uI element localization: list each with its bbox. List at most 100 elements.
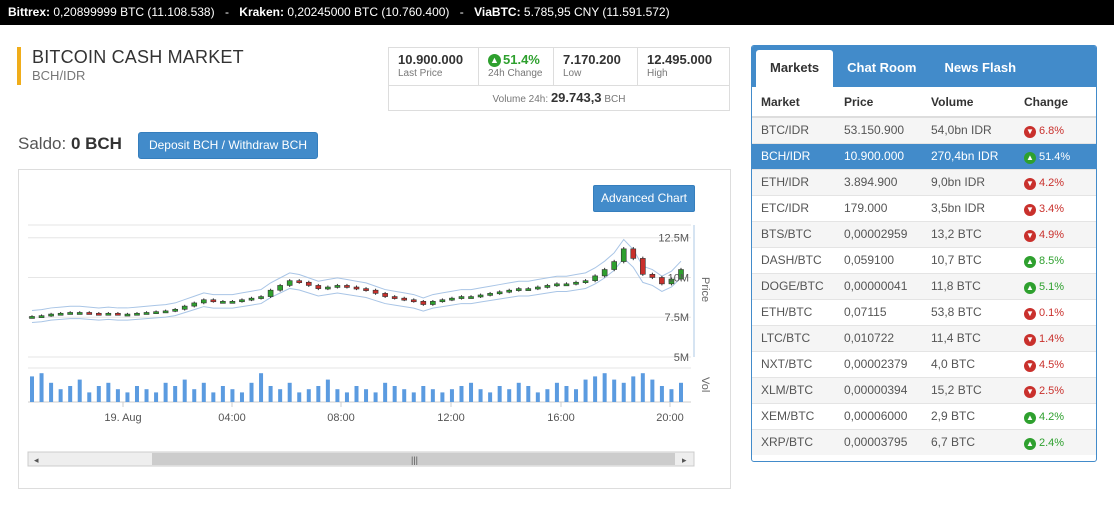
candle bbox=[220, 301, 226, 304]
volume-bar bbox=[201, 382, 206, 402]
tab-news-flash[interactable]: News Flash bbox=[944, 60, 1017, 75]
col-price[interactable]: Price bbox=[835, 88, 922, 118]
deposit-withdraw-button[interactable]: Deposit BCH / Withdraw BCH bbox=[138, 132, 318, 159]
last-price-value: 10.900.000 bbox=[398, 52, 464, 67]
volume-bar bbox=[640, 373, 645, 402]
cell-volume: 15,2 BTC bbox=[922, 376, 1015, 403]
arrow-up-icon: ▲ bbox=[1024, 437, 1036, 450]
table-row[interactable]: ETC/IDR 179.000 3,5bn IDR ▼ 3.4% bbox=[752, 194, 1096, 221]
cell-price: 179.000 bbox=[835, 194, 922, 221]
scroll-left-icon[interactable]: ◂ bbox=[34, 455, 39, 465]
candle bbox=[67, 312, 73, 315]
volume-bar bbox=[469, 382, 474, 402]
chart-scrollbar[interactable]: ◂ ▸ ||| bbox=[27, 451, 695, 467]
volume-bar bbox=[230, 389, 235, 402]
volume-bar bbox=[306, 389, 311, 402]
volume-bar bbox=[593, 376, 598, 402]
col-market[interactable]: Market bbox=[752, 88, 835, 118]
table-row[interactable]: BTS/BTC 0,00002959 13,2 BTC ▼ 4.9% bbox=[752, 220, 1096, 247]
scroll-right-icon[interactable]: ▸ bbox=[682, 455, 687, 465]
candle bbox=[477, 294, 484, 298]
volume-bar bbox=[259, 373, 264, 402]
cell-volume: 11,4 BTC bbox=[922, 324, 1015, 351]
volume-label: Volume 24h: bbox=[492, 94, 549, 105]
volume-24h: Volume 24h: 29.743,3 BCH bbox=[389, 86, 729, 112]
volume-bar bbox=[583, 379, 588, 402]
cell-volume: 53,8 BTC bbox=[922, 298, 1015, 325]
x-tick-label: 08:00 bbox=[327, 412, 355, 424]
cell-price: 0,00006000 bbox=[835, 402, 922, 429]
cell-change: ▼ 4.9% bbox=[1015, 220, 1096, 247]
cell-market: XEM/BTC bbox=[752, 402, 835, 429]
col-volume[interactable]: Volume bbox=[922, 88, 1015, 118]
cell-change: ▼ 4.5% bbox=[1015, 350, 1096, 377]
col-change[interactable]: Change bbox=[1015, 88, 1096, 118]
table-row[interactable]: XLM/BTC 0,00000394 15,2 BTC ▼ 2.5% bbox=[752, 376, 1096, 403]
table-row[interactable]: XEM/BTC 0,00006000 2,9 BTC ▲ 4.2% bbox=[752, 402, 1096, 429]
volume-bar bbox=[182, 379, 187, 402]
arrow-up-icon: ▲ bbox=[1024, 411, 1036, 424]
volume-bar bbox=[125, 392, 130, 402]
candle bbox=[344, 285, 350, 288]
price-axis-label: Price bbox=[699, 277, 711, 302]
price-chart[interactable]: 12.5M 10M 7.5M 5M 19. Aug 04:00 08:00 12:00 16:… bbox=[18, 169, 731, 489]
table-row[interactable]: DOGE/BTC 0,00000041 11,8 BTC ▲ 5.1% bbox=[752, 272, 1096, 299]
candle bbox=[410, 299, 417, 303]
low-value: 7.170.200 bbox=[563, 52, 621, 67]
volume-bar bbox=[115, 389, 120, 402]
candle bbox=[678, 269, 684, 280]
candle bbox=[248, 297, 255, 301]
market-title-block: BITCOIN CASH MARKET BCH/IDR bbox=[17, 47, 244, 85]
cell-change: ▲ 51.4% bbox=[1015, 142, 1096, 169]
advanced-chart-button[interactable]: Advanced Chart bbox=[593, 185, 695, 212]
candle bbox=[554, 283, 560, 287]
tab-chat-room[interactable]: Chat Room bbox=[847, 60, 917, 75]
table-row[interactable]: ETH/BTC 0,07115 53,8 BTC ▼ 0.1% bbox=[752, 298, 1096, 325]
volume-bar bbox=[373, 392, 378, 402]
table-row[interactable]: DASH/BTC 0,059100 10,7 BTC ▲ 8.5% bbox=[752, 246, 1096, 273]
volume-bar bbox=[364, 389, 369, 402]
candle bbox=[382, 293, 388, 297]
arrow-down-icon: ▼ bbox=[1024, 307, 1036, 320]
table-row[interactable]: ETH/IDR 3.894.900 9,0bn IDR ▼ 4.2% bbox=[752, 168, 1096, 195]
change-percent: 1.4% bbox=[1039, 332, 1065, 345]
arrow-down-icon: ▼ bbox=[1024, 333, 1036, 346]
cell-change: ▼ 1.4% bbox=[1015, 324, 1096, 351]
volume-bar bbox=[440, 392, 445, 402]
table-row[interactable]: BTC/IDR 53.150.900 54,0bn IDR ▼ 6.8% bbox=[752, 116, 1096, 143]
page-title: BITCOIN CASH MARKET bbox=[32, 47, 244, 67]
table-row[interactable]: BCH/IDR 10.900.000 270,4bn IDR ▲ 51.4% bbox=[752, 142, 1096, 169]
candle bbox=[305, 281, 312, 286]
candle bbox=[363, 288, 369, 291]
high-label: High bbox=[647, 68, 668, 79]
volume-bar bbox=[392, 386, 397, 402]
volume-bar bbox=[154, 392, 159, 402]
tab-markets[interactable]: Markets bbox=[756, 50, 834, 87]
volume-bar bbox=[106, 382, 111, 402]
market-pair: BCH/IDR bbox=[32, 68, 86, 83]
candle bbox=[439, 299, 446, 303]
cell-change: ▼ 3.4% bbox=[1015, 194, 1096, 221]
y-tick-label: 7.5M bbox=[665, 312, 689, 324]
change-percent: 0.1% bbox=[1039, 306, 1065, 319]
candle bbox=[649, 274, 656, 278]
volume-bar bbox=[316, 386, 321, 402]
ticker-name-2: ViaBTC: bbox=[474, 5, 521, 19]
candle bbox=[563, 283, 570, 287]
candle bbox=[267, 289, 274, 297]
table-row[interactable]: XRP/BTC 0,00003795 6,7 BTC ▲ 2.4% bbox=[752, 428, 1096, 455]
cell-price: 0,00003795 bbox=[835, 428, 922, 455]
candle bbox=[277, 285, 283, 291]
cell-volume: 3,5bn IDR bbox=[922, 194, 1015, 221]
table-row[interactable]: LTC/BTC 0,010722 11,4 BTC ▼ 1.4% bbox=[752, 324, 1096, 351]
scrollbar-thumb[interactable] bbox=[152, 453, 675, 465]
cell-change: ▼ 6.8% bbox=[1015, 116, 1096, 143]
table-row[interactable]: NXT/BTC 0,00002379 4,0 BTC ▼ 4.5% bbox=[752, 350, 1096, 377]
volume-bar bbox=[58, 389, 63, 402]
candle bbox=[200, 299, 207, 304]
candle bbox=[573, 281, 579, 285]
candle bbox=[449, 297, 455, 301]
volume-bar bbox=[268, 386, 273, 402]
volume-bar bbox=[163, 382, 168, 402]
y-tick-label: 5M bbox=[674, 352, 689, 364]
